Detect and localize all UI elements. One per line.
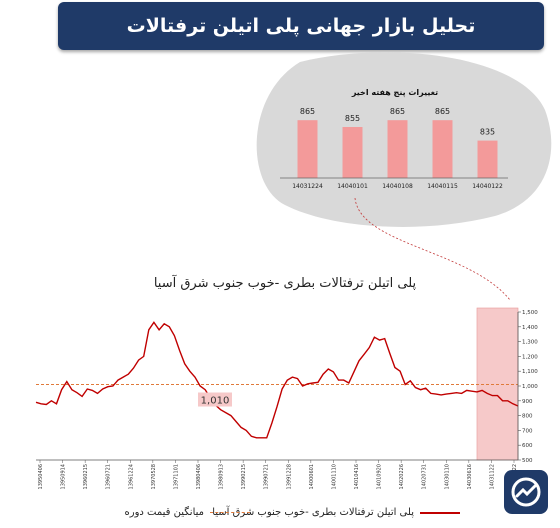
- average-label-group: 1,010: [198, 392, 232, 407]
- inset-value-label-2: 865: [390, 107, 405, 116]
- inset-value-label-3: 865: [435, 107, 450, 116]
- inset-value-label-4: 835: [480, 128, 495, 137]
- y-tick-label-2: 1,300: [522, 340, 538, 346]
- x-tick-label-10: 13990721: [264, 464, 270, 489]
- trend-logo-icon: [511, 477, 541, 507]
- legend-series: پلی اتیلن ترفتالات بطری -خوب جنوب شرق آس…: [212, 507, 460, 518]
- legend-average-swatch: [210, 512, 250, 513]
- x-tick-label-7: 13980406: [196, 464, 202, 489]
- price-line: [35, 321, 519, 439]
- x-tick-label-1: 13950914: [61, 464, 67, 489]
- x-tick-label-4: 13961224: [128, 464, 134, 489]
- inset-bar-1: [342, 127, 363, 178]
- y-tick-label-5: 1,000: [522, 384, 538, 390]
- x-tick-label-0: 13950406: [38, 464, 44, 489]
- inset-connector: [354, 197, 511, 300]
- x-tick-label-2: 13960215: [83, 464, 89, 489]
- page-title: تحلیل بازار جهانی پلی اتیلن ترفتالات: [126, 15, 476, 37]
- inset-value-label-1: 855: [345, 114, 360, 123]
- x-tick-label-20: 14031122: [489, 464, 495, 489]
- x-tick-label-3: 13960721: [106, 464, 112, 489]
- y-tick-label-1: 1,400: [522, 325, 538, 331]
- legend-average: میانگین قیمت دوره: [125, 507, 250, 518]
- y-tick-label-0: 1,500: [522, 310, 538, 316]
- x-tick-label-5: 13970528: [151, 464, 157, 489]
- x-tick-label-14: 14010416: [354, 464, 360, 489]
- x-tick-label-6: 13971101: [173, 464, 179, 489]
- y-tick-label-6: 900: [522, 399, 533, 405]
- y-tick-label-3: 1,200: [522, 354, 538, 360]
- chart-subtitle: پلی اتیلن ترفتالات بطری -خوب جنوب شرق آس…: [153, 276, 417, 291]
- x-tick-label-19: 14030616: [467, 464, 473, 489]
- inset-category-label-3: 14040115: [427, 183, 458, 190]
- inset-category-label-4: 14040122: [472, 183, 503, 190]
- legend-series-label: پلی اتیلن ترفتالات بطری -خوب جنوب شرق آس…: [212, 507, 414, 518]
- inset-bar-0: [297, 120, 318, 178]
- inset-bar-2: [387, 120, 408, 178]
- inset-bar-chart: تغییرات پنج هفته اخیر 865 855 865 865 835 14…: [256, 52, 552, 300]
- x-tick-label-13: 14001110: [331, 464, 337, 489]
- x-tick-label-15: 14010920: [377, 464, 383, 489]
- inset-bar-3: [432, 120, 453, 178]
- inset-title: تغییرات پنج هفته اخیر: [351, 88, 438, 97]
- inset-value-label-0: 865: [300, 107, 315, 116]
- inset-category-label-1: 14040101: [337, 183, 368, 190]
- y-tick-label-8: 700: [522, 428, 533, 434]
- x-tick-label-12: 14000601: [309, 464, 315, 489]
- inset-bar-4: [477, 140, 498, 178]
- legend: پلی اتیلن ترفتالات بطری -خوب جنوب شرق آس…: [80, 505, 520, 523]
- x-tick-label-17: 14020731: [422, 464, 428, 489]
- legend-series-swatch: [420, 511, 460, 514]
- brand-logo: [504, 470, 548, 514]
- y-tick-label-9: 600: [522, 443, 533, 449]
- page-title-banner: تحلیل بازار جهانی پلی اتیلن ترفتالات: [58, 2, 544, 50]
- legend-average-label: میانگین قیمت دوره: [124, 507, 204, 518]
- x-tick-label-11: 13991228: [286, 464, 292, 489]
- x-tick-label-16: 14020226: [399, 464, 405, 489]
- recent-period-highlight: [476, 307, 519, 461]
- inset-category-label-0: 14031224: [292, 183, 323, 190]
- x-tick-label-9: 13990215: [241, 464, 247, 489]
- average-label-box: [198, 392, 232, 407]
- inset-category-label-2: 14040108: [382, 183, 413, 190]
- y-tick-label-10: 500: [522, 458, 533, 464]
- average-label: 1,010: [201, 396, 230, 407]
- y-tick-label-7: 800: [522, 414, 533, 420]
- x-tick-label-18: 14030110: [444, 464, 450, 489]
- x-tick-label-8: 13980913: [219, 464, 225, 489]
- y-tick-label-4: 1,100: [522, 369, 538, 375]
